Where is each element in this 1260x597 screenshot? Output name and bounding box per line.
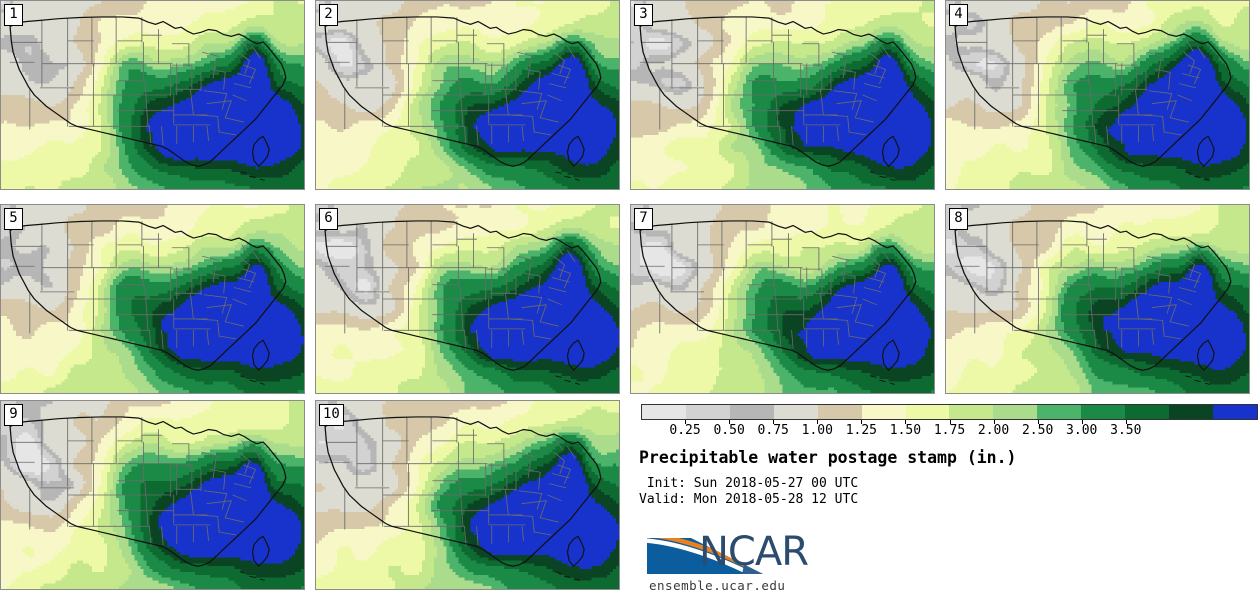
colorbar-band-10 [1081, 405, 1126, 419]
colorbar-tick-0 [685, 420, 687, 424]
colorbar-tick-label-4: 1.25 [845, 423, 877, 438]
ncar-logo: NCAR ensemble.ucar.edu [645, 528, 945, 594]
colorbar-tick-10 [1125, 420, 1127, 424]
colorbar-band-4 [817, 405, 862, 419]
colorbar-tick-3 [817, 420, 819, 424]
colorbar-tick-8 [1037, 420, 1039, 424]
colorbar-tick-9 [1081, 420, 1083, 424]
panel-number-badge-6: 6 [319, 208, 338, 230]
colorbar-band-0 [642, 405, 686, 419]
map-panel-5[interactable]: 5 [0, 204, 305, 394]
colorbar-band-7 [949, 405, 994, 419]
colorbar-band-3 [773, 405, 818, 419]
colorbar-tick-label-8: 2.50 [1021, 423, 1054, 438]
colorbar-band-8 [993, 405, 1038, 419]
precipitable-water-map-2 [316, 1, 619, 189]
colorbar-tick-7 [993, 420, 995, 424]
panel-number-badge-3: 3 [634, 4, 653, 26]
colorbar-band-12 [1169, 405, 1213, 419]
ncar-wordmark: NCAR [699, 529, 809, 575]
colorbar-tick-label-9: 3.00 [1066, 423, 1098, 438]
panel-number-badge-10: 10 [319, 404, 344, 426]
colorbar-band-1 [685, 405, 730, 419]
legend-area: 0.25 0.50 0.75 1.00 1.25 1.50 1.75 2.00 2.50 3.00… [631, 400, 1260, 597]
map-panel-7[interactable]: 7 [630, 204, 935, 394]
colorbar-band-2 [729, 405, 774, 419]
map-panel-1[interactable]: 1 [0, 0, 305, 190]
precipitable-water-map-3 [631, 1, 934, 189]
precipitable-water-map-4 [946, 1, 1249, 189]
colorbar-tick-label-3: 1.00 [801, 423, 833, 438]
colorbar-tick-label-2: 0.75 [757, 423, 789, 438]
panel-number-badge-2: 2 [319, 4, 338, 26]
panel-number-badge-1: 1 [4, 4, 23, 26]
precipitable-water-map-1 [1, 1, 304, 189]
colorbar-tick-6 [949, 420, 951, 424]
colorbar-band-13 [1212, 405, 1257, 419]
map-panel-3[interactable]: 3 [630, 0, 935, 190]
colorbar-tick-labels: 0.25 0.50 0.75 1.00 1.25 1.50 1.75 2.00 2.50 3.00… [641, 420, 1258, 438]
panel-number-badge-5: 5 [4, 208, 23, 230]
init-time-label: Init: Sun 2018-05-27 00 UTC [639, 476, 859, 491]
colorbar-tick-5 [905, 420, 907, 424]
precipitable-water-map-8 [946, 205, 1249, 393]
valid-time-label: Valid: Mon 2018-05-28 12 UTC [639, 492, 859, 507]
map-panel-10[interactable]: 10 [315, 400, 620, 590]
colorbar-tick-label-5: 1.50 [889, 423, 922, 438]
ncar-url-label: ensemble.ucar.edu [649, 578, 786, 593]
map-panel-2[interactable]: 2 [315, 0, 620, 190]
colorbar-tick-label-7: 2.00 [977, 423, 1010, 438]
colorbar-tick-label-1: 0.50 [713, 423, 745, 438]
colorbar-tick-2 [773, 420, 775, 424]
map-panel-4[interactable]: 4 [945, 0, 1250, 190]
colorbar-band-11 [1125, 405, 1170, 419]
precipitable-water-map-5 [1, 205, 304, 393]
colorbar [641, 404, 1258, 420]
map-panel-8[interactable]: 8 [945, 204, 1250, 394]
panel-number-badge-4: 4 [949, 4, 968, 26]
precipitable-water-map-9 [1, 401, 304, 589]
colorbar-band-9 [1037, 405, 1082, 419]
colorbar-tick-4 [861, 420, 863, 424]
colorbar-band-5 [861, 405, 906, 419]
precipitable-water-map-6 [316, 205, 619, 393]
panel-number-badge-8: 8 [949, 208, 968, 230]
figure-title: Precipitable water postage stamp (in.) [639, 448, 1017, 467]
colorbar-tick-1 [729, 420, 731, 424]
ncar-mountain-icon [647, 538, 763, 574]
precipitable-water-map-7 [631, 205, 934, 393]
colorbar-tick-label-10: 3.50 [1110, 423, 1142, 438]
precipitable-water-map-10 [316, 401, 619, 589]
colorbar-band-6 [905, 405, 950, 419]
map-panel-6[interactable]: 6 [315, 204, 620, 394]
panel-number-badge-7: 7 [634, 208, 653, 230]
panel-number-badge-9: 9 [4, 404, 23, 426]
colorbar-tick-label-0: 0.25 [669, 423, 701, 438]
map-panel-9[interactable]: 9 [0, 400, 305, 590]
colorbar-tick-label-6: 1.75 [933, 423, 966, 438]
